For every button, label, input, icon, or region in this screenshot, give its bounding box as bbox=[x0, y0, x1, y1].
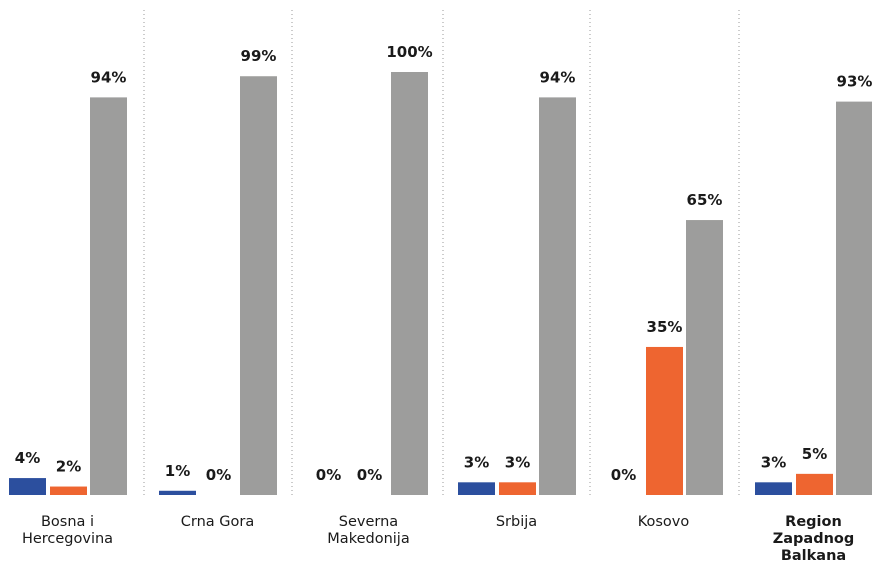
data-label: 94% bbox=[540, 68, 576, 86]
bars bbox=[9, 72, 872, 496]
group-dividers bbox=[143, 10, 740, 498]
category-label-line: Severna bbox=[339, 514, 398, 530]
data-label: 3% bbox=[761, 453, 786, 471]
bar bbox=[646, 346, 683, 495]
bar bbox=[9, 478, 46, 495]
category-label: Kosovo bbox=[638, 514, 690, 530]
category-label-line: Hercegovina bbox=[22, 531, 113, 547]
category-label-line: Region bbox=[785, 514, 842, 530]
category-label-line: Zapadnog bbox=[773, 531, 855, 547]
category-label: Region Zapadnog Balkana bbox=[773, 514, 855, 564]
data-label: 0% bbox=[611, 466, 636, 484]
category-label: Srbija bbox=[496, 514, 537, 530]
category-label-line: Srbija bbox=[496, 514, 537, 530]
data-label: 5% bbox=[802, 445, 827, 463]
category-label-line: Makedonija bbox=[327, 531, 409, 547]
data-label: 94% bbox=[91, 68, 127, 86]
data-label: 2% bbox=[56, 458, 81, 476]
bar bbox=[391, 72, 428, 495]
bar bbox=[499, 482, 536, 495]
bar bbox=[686, 220, 723, 496]
data-label: 1% bbox=[165, 462, 190, 480]
category-label: Bosna i Hercegovina bbox=[22, 514, 113, 547]
bar bbox=[240, 76, 277, 495]
data-label: 3% bbox=[464, 453, 489, 471]
category-label-line: Kosovo bbox=[638, 514, 690, 530]
data-label: 100% bbox=[386, 43, 432, 61]
bar bbox=[796, 473, 833, 495]
bar bbox=[539, 97, 576, 495]
data-label: 0% bbox=[316, 466, 341, 484]
data-label: 0% bbox=[206, 466, 231, 484]
bar bbox=[90, 97, 127, 495]
category-labels: Bosna i Hercegovina Crna Gora Severna Makedo… bbox=[22, 514, 854, 564]
data-label: 65% bbox=[687, 191, 723, 209]
bar bbox=[50, 486, 87, 495]
value-labels: 4% 2% 94% 1% 0% 99% 0% 0% 100% 3% 3% 94% 0% 35% 65% 3% 5… bbox=[15, 43, 872, 484]
bar bbox=[836, 101, 872, 496]
data-label: 3% bbox=[505, 453, 530, 471]
data-label: 93% bbox=[837, 73, 872, 91]
bar bbox=[159, 490, 196, 495]
data-label: 35% bbox=[647, 318, 683, 336]
category-label-line: Bosna i bbox=[41, 514, 94, 530]
data-label: 0% bbox=[357, 466, 382, 484]
category-label: Crna Gora bbox=[181, 514, 254, 530]
category-label-line: Balkana bbox=[781, 548, 846, 564]
data-label: 4% bbox=[15, 449, 40, 467]
bar bbox=[755, 482, 792, 495]
data-label: 99% bbox=[241, 47, 277, 65]
bar bbox=[458, 482, 495, 495]
category-label-line: Crna Gora bbox=[181, 514, 254, 530]
category-label: Severna Makedonija bbox=[327, 514, 409, 547]
